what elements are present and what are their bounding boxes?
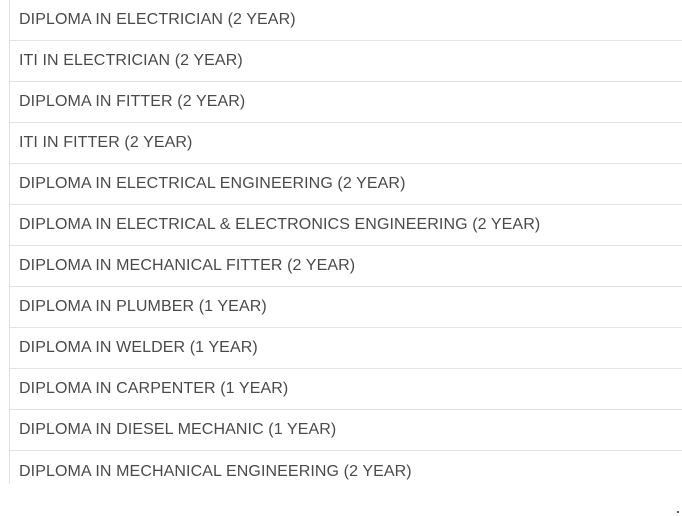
corner-dot: [677, 511, 679, 513]
course-item-diploma-plumber[interactable]: DIPLOMA IN PLUMBER (1 YEAR): [10, 287, 682, 328]
course-item-diploma-diesel-mechanic[interactable]: DIPLOMA IN DIESEL MECHANIC (1 YEAR): [10, 410, 682, 451]
course-item-diploma-carpenter[interactable]: DIPLOMA IN CARPENTER (1 YEAR): [10, 369, 682, 410]
course-item-iti-electrician[interactable]: ITI IN ELECTRICIAN (2 YEAR): [10, 41, 682, 82]
course-item-diploma-mechanical-fitter[interactable]: DIPLOMA IN MECHANICAL FITTER (2 YEAR): [10, 246, 682, 287]
course-item-diploma-mechanical-engineering[interactable]: DIPLOMA IN MECHANICAL ENGINEERING (2 YEA…: [19, 462, 412, 480]
course-item-diploma-welder[interactable]: DIPLOMA IN WELDER (1 YEAR): [10, 328, 682, 369]
course-item-diploma-fitter[interactable]: DIPLOMA IN FITTER (2 YEAR): [10, 82, 682, 123]
course-list: DIPLOMA IN ELECTRICIAN (2 YEAR) ITI IN E…: [9, 0, 682, 484]
course-item-diploma-electrical-engineering[interactable]: DIPLOMA IN ELECTRICAL ENGINEERING (2 YEA…: [10, 164, 682, 205]
course-item-diploma-electrician[interactable]: DIPLOMA IN ELECTRICIAN (2 YEAR): [10, 0, 682, 41]
course-item-diploma-electrical-electronics-engineering[interactable]: DIPLOMA IN ELECTRICAL & ELECTRONICS ENGI…: [10, 205, 682, 246]
course-item-iti-fitter[interactable]: ITI IN FITTER (2 YEAR): [10, 123, 682, 164]
